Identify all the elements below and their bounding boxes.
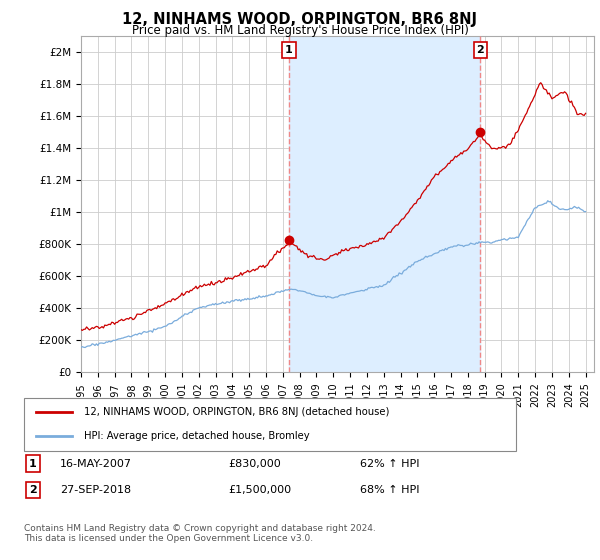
Text: Contains HM Land Registry data © Crown copyright and database right 2024.
This d: Contains HM Land Registry data © Crown c… <box>24 524 376 543</box>
Text: 12, NINHAMS WOOD, ORPINGTON, BR6 8NJ (detached house): 12, NINHAMS WOOD, ORPINGTON, BR6 8NJ (de… <box>84 408 389 418</box>
Text: 2: 2 <box>29 485 37 495</box>
Text: £1,500,000: £1,500,000 <box>228 485 291 495</box>
Text: Price paid vs. HM Land Registry's House Price Index (HPI): Price paid vs. HM Land Registry's House … <box>131 24 469 37</box>
Bar <box>289 36 480 372</box>
Text: £830,000: £830,000 <box>228 459 281 469</box>
Text: HPI: Average price, detached house, Bromley: HPI: Average price, detached house, Brom… <box>84 431 310 441</box>
Text: 62% ↑ HPI: 62% ↑ HPI <box>360 459 419 469</box>
Text: 1: 1 <box>285 45 293 55</box>
Text: 16-MAY-2007: 16-MAY-2007 <box>60 459 132 469</box>
Text: 12, NINHAMS WOOD, ORPINGTON, BR6 8NJ: 12, NINHAMS WOOD, ORPINGTON, BR6 8NJ <box>122 12 478 27</box>
Text: 2: 2 <box>476 45 484 55</box>
Text: 27-SEP-2018: 27-SEP-2018 <box>60 485 131 495</box>
Text: 68% ↑ HPI: 68% ↑ HPI <box>360 485 419 495</box>
Text: 1: 1 <box>29 459 37 469</box>
